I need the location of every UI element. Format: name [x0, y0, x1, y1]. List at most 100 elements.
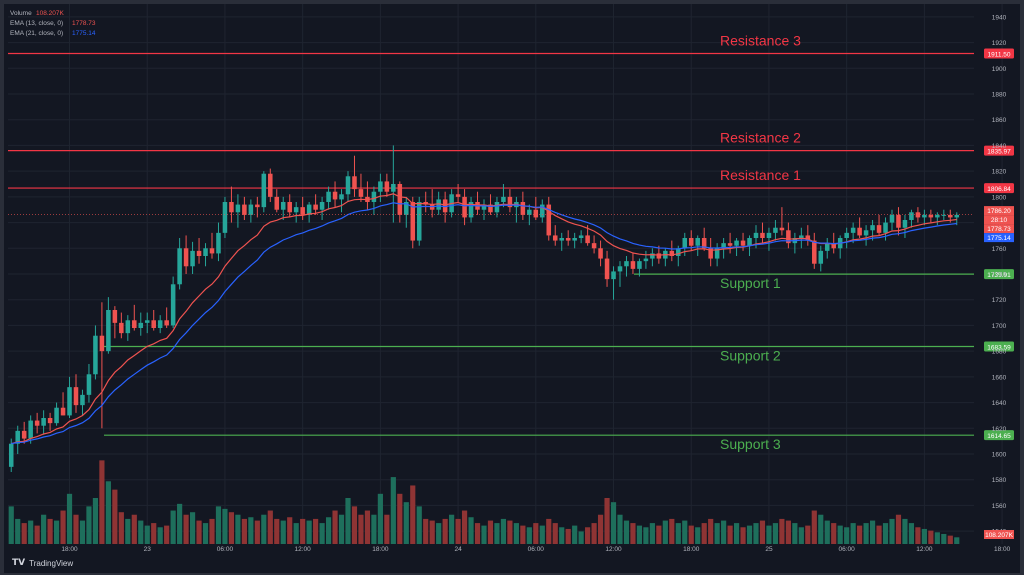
volume-bar: [513, 523, 519, 544]
candle-body: [319, 202, 325, 210]
volume-bar: [248, 517, 254, 544]
volume-bar: [92, 498, 99, 544]
volume-bar: [915, 527, 921, 544]
price-axis: 1540156015801600162016401660168017001720…: [8, 14, 1014, 539]
price-tag: [984, 215, 1014, 225]
y-tick-label: 1620: [992, 426, 1007, 433]
candle-body: [468, 202, 474, 218]
volume-bar: [805, 525, 811, 544]
y-tick-label: 1700: [992, 323, 1007, 330]
volume-bar: [934, 532, 940, 544]
volume-bar: [643, 527, 649, 544]
candle-body: [721, 243, 726, 249]
legend-volume-value: 108.207K: [36, 10, 64, 17]
volume-bar: [617, 514, 623, 544]
volume-bar: [138, 520, 144, 544]
volume-bar: [461, 510, 468, 544]
volume-bar: [824, 520, 830, 544]
volume-bar: [313, 518, 319, 544]
volume-bars: [8, 460, 960, 544]
x-tick-label: 06:00: [528, 546, 545, 553]
volume-bar: [649, 523, 655, 544]
level-name: Resistance 1: [720, 167, 801, 183]
volume-bar: [105, 481, 111, 544]
candle-body: [701, 238, 707, 249]
volume-bar: [222, 508, 228, 544]
candle-body: [21, 430, 27, 439]
volume-bar: [377, 493, 383, 544]
volume-bar: [597, 514, 604, 544]
candle-body: [559, 238, 564, 241]
candle-body: [119, 322, 124, 334]
volume-bar: [403, 502, 409, 544]
candle-body: [611, 271, 616, 280]
candle-body: [196, 250, 202, 256]
volume-bar: [539, 525, 545, 544]
volume-bar: [112, 489, 118, 544]
candle-body: [15, 430, 20, 444]
volume-bar: [552, 523, 558, 544]
candlestick-chart[interactable]: Resistance 3 1911.50 Resistance 2 1835.97 Re…: [4, 4, 1020, 555]
volume-bar: [164, 525, 170, 544]
candle-body: [157, 320, 163, 328]
x-tick-label: 12:00: [605, 546, 622, 553]
level-price-label: 1911.50: [987, 52, 1010, 59]
volume-bar: [325, 517, 332, 544]
candle-body: [876, 225, 882, 233]
price-tag-label: 1775.14: [987, 235, 1011, 242]
candle-body: [326, 191, 331, 202]
x-tick-label: 18:00: [372, 546, 389, 553]
volume-bar: [902, 518, 908, 544]
tradingview-logo-icon: TV: [12, 558, 26, 568]
level-price-tag: [984, 430, 1014, 441]
level-name: Support 2: [720, 348, 781, 364]
candle-body: [818, 250, 824, 264]
level-name: Resistance 2: [720, 130, 801, 146]
legend-ema13-label: EMA (13, close, 0): [10, 20, 63, 27]
volume-bar: [908, 523, 915, 544]
candle-body: [540, 204, 545, 218]
candle-body: [216, 232, 221, 254]
candle-body: [436, 199, 441, 210]
volume-bar: [604, 498, 610, 544]
volume-bar: [364, 510, 371, 544]
candle-body: [585, 235, 590, 244]
volume-bar: [99, 460, 105, 544]
candle-body: [773, 227, 778, 233]
level-price-tag: [984, 341, 1014, 352]
volume-bar: [785, 520, 791, 544]
level-price-tag: [984, 183, 1014, 194]
candle-body: [209, 248, 215, 254]
volume-bar: [15, 518, 21, 544]
candle-body: [896, 214, 901, 228]
x-tick-label: 06:00: [839, 546, 856, 553]
candle-body: [941, 214, 947, 216]
legend: Volume 108.207K EMA (13, close, 0) 1778.…: [10, 10, 96, 37]
ema-lines: [11, 193, 957, 445]
candle-body: [909, 212, 914, 220]
volume-bar: [792, 523, 798, 544]
candle-body: [572, 238, 577, 241]
volume-bar: [591, 523, 597, 544]
volume-bar: [202, 523, 209, 544]
plot-background: [4, 4, 1020, 555]
volume-bar: [721, 520, 727, 544]
brand-name: TradingView: [29, 558, 74, 568]
volume-bar: [695, 527, 701, 544]
volume-bar: [319, 523, 325, 544]
volume-bar: [274, 518, 280, 544]
candle-body: [714, 248, 720, 259]
level-price-label: 1739.91: [987, 272, 1011, 279]
volume-bar: [66, 493, 73, 544]
candle-body: [339, 194, 344, 200]
y-tick-label: 1580: [992, 477, 1007, 484]
candle-body: [624, 261, 629, 267]
candle-body: [857, 227, 862, 236]
candle-body: [844, 232, 849, 238]
brand[interactable]: TV TradingView: [12, 558, 73, 568]
volume-bar: [546, 518, 552, 544]
candle-body: [332, 191, 338, 200]
volume-bar: [520, 525, 526, 544]
candle-body: [306, 204, 312, 215]
candle-body: [552, 235, 558, 241]
